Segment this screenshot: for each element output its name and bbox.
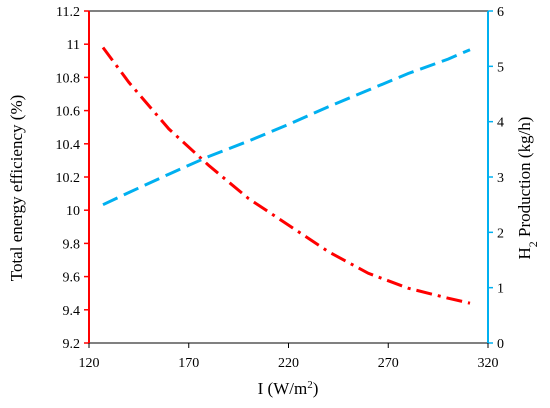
left-tick-label: 10.8 xyxy=(56,71,81,86)
right-tick-label: 1 xyxy=(497,282,504,297)
x-axis-title: I (W/m2) xyxy=(258,379,319,398)
x-tick-label: 270 xyxy=(378,356,399,371)
left-y-axis-ticks: 9.2 9.4 9.6 9.8 10 10.2 10.4 10.6 10.8 11 11.2 xyxy=(56,5,89,352)
right-tick-label: 0 xyxy=(497,337,504,352)
x-axis-ticks: 120 170 220 270 320 xyxy=(79,343,499,371)
right-tick-label: 5 xyxy=(497,60,504,75)
left-tick-label: 10.2 xyxy=(56,171,81,186)
left-tick-label: 10 xyxy=(66,204,80,219)
right-tick-label: 6 xyxy=(497,5,504,20)
x-tick-label: 120 xyxy=(79,356,100,371)
x-tick-label: 170 xyxy=(178,356,199,371)
h2-production-series-line xyxy=(102,48,471,207)
x-tick-label: 320 xyxy=(478,356,499,371)
left-tick-label: 10.6 xyxy=(56,105,81,120)
left-tick-label: 9.8 xyxy=(63,237,81,252)
right-tick-label: 2 xyxy=(497,226,504,241)
left-tick-label: 10.4 xyxy=(56,138,81,153)
left-tick-label: 11 xyxy=(67,38,80,53)
plot-area xyxy=(101,46,471,305)
right-y-axis-ticks: 0 1 2 3 4 5 6 xyxy=(488,5,504,352)
x-tick-label: 220 xyxy=(278,356,299,371)
right-tick-label: 3 xyxy=(497,171,504,186)
left-tick-label: 9.4 xyxy=(63,304,81,319)
efficiency-series-line xyxy=(101,46,471,305)
left-tick-label: 9.6 xyxy=(63,271,81,286)
left-y-axis-title: Total energy efficiency (%) xyxy=(7,95,26,282)
right-tick-label: 4 xyxy=(497,116,504,131)
left-tick-label: 9.2 xyxy=(63,337,81,352)
right-y-axis-title: H2 Production (kg/h) xyxy=(515,117,540,260)
left-tick-label: 11.2 xyxy=(56,5,80,20)
